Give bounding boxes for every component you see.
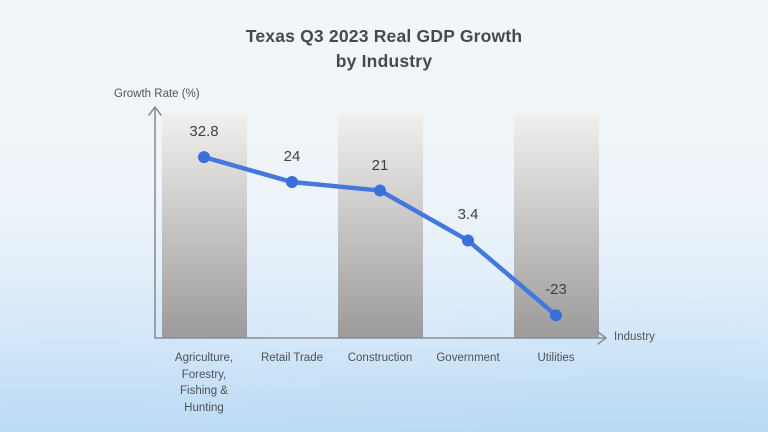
value-label: 21 bbox=[371, 156, 389, 174]
value-label: 3.4 bbox=[457, 206, 479, 224]
category-label: Retail Trade bbox=[260, 352, 323, 364]
y-axis-arrow-icon bbox=[148, 106, 162, 116]
chart-title: Texas Q3 2023 Real GDP Growth by Industr… bbox=[245, 26, 523, 71]
value-label: 32.8 bbox=[189, 123, 219, 141]
data-point bbox=[198, 151, 210, 164]
column-band bbox=[513, 114, 599, 338]
value-label: -23 bbox=[545, 281, 567, 299]
data-point bbox=[374, 184, 386, 197]
data-point bbox=[550, 309, 562, 322]
data-point bbox=[462, 234, 474, 247]
x-axis-arrow-icon bbox=[597, 331, 607, 345]
category-label: Utilities bbox=[537, 352, 575, 364]
data-point bbox=[286, 176, 298, 189]
category-label: Agriculture, Forestry, Fishing & Hunting bbox=[174, 352, 234, 414]
y-axis-label: Growth Rate (%) bbox=[114, 88, 200, 100]
value-label: 24 bbox=[283, 148, 301, 166]
column-band bbox=[337, 114, 423, 338]
category-label: Government bbox=[436, 352, 500, 364]
trend-line bbox=[201, 154, 559, 318]
x-axis-label: Industry bbox=[614, 331, 655, 343]
category-label: Construction bbox=[347, 352, 413, 364]
